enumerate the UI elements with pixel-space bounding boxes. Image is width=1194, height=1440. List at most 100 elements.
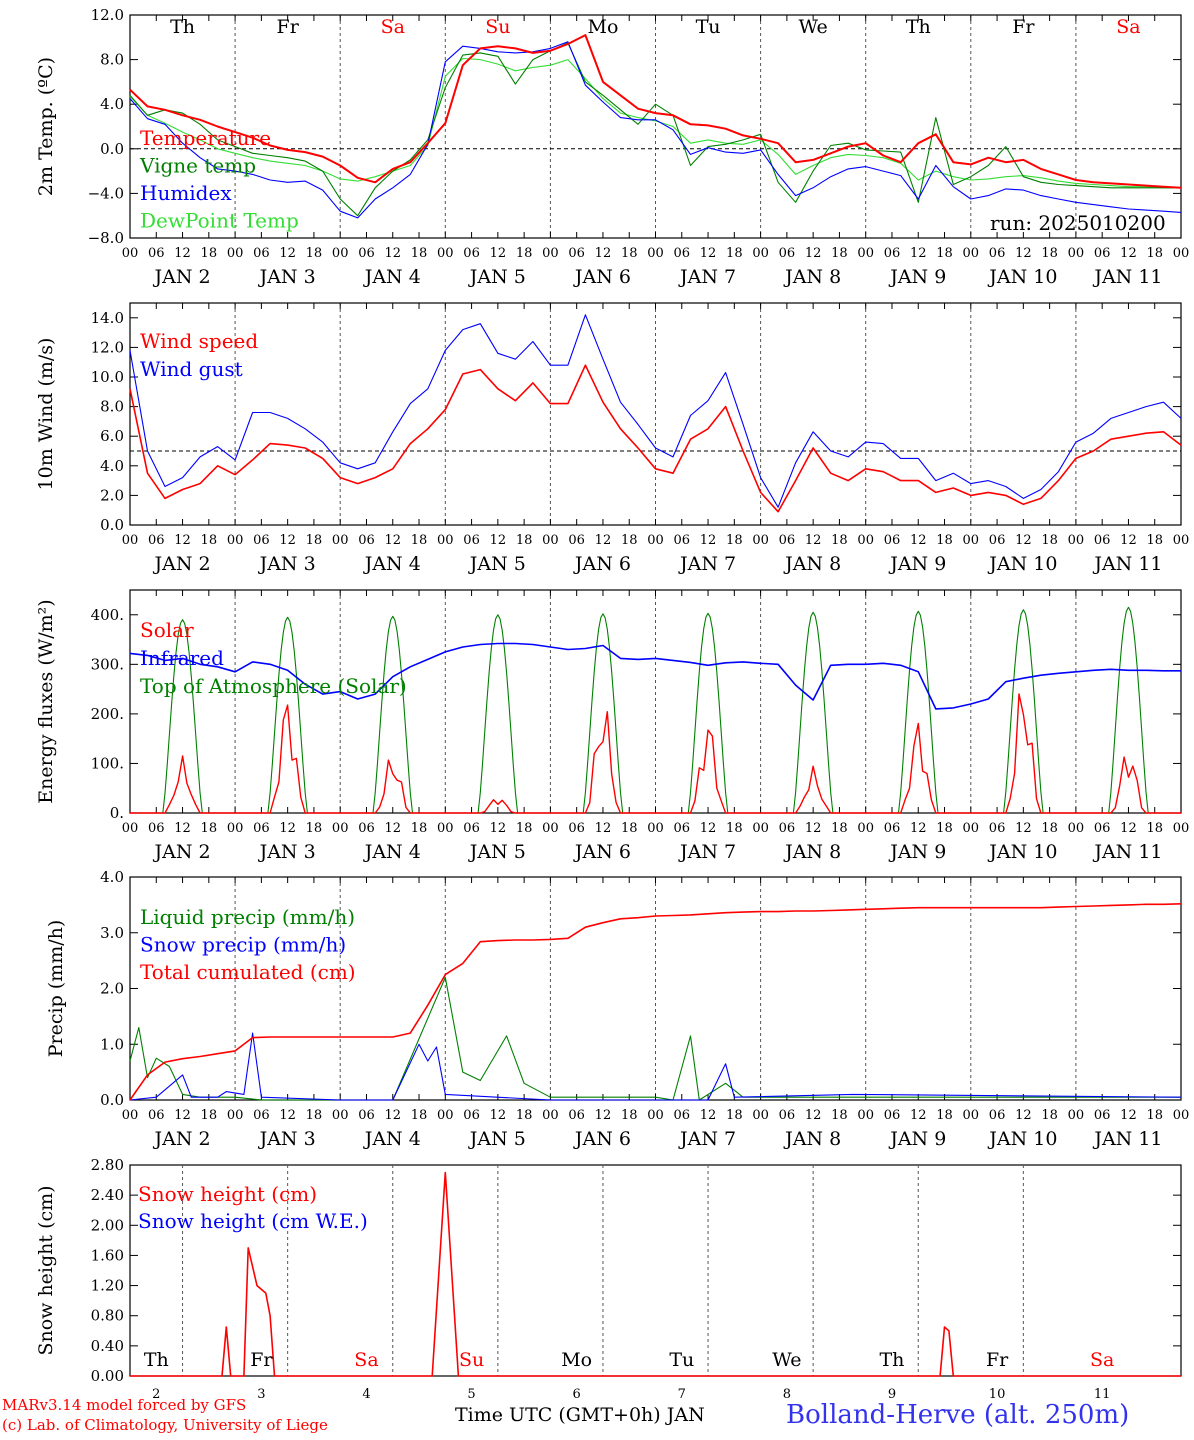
x-date-label: JAN 5 [468,266,526,288]
x-hour-label: 00 [647,246,664,261]
x-hour-label: 18 [621,533,638,548]
x-hour-label: 12 [910,1108,927,1123]
x-date-label: JAN 11 [1092,1128,1162,1150]
series-line [865,610,971,814]
x-hour-label: 06 [1094,246,1111,261]
y-axis-label: Energy fluxes (W/m²) [35,599,57,803]
x-hour-label: 18 [306,246,323,261]
x-hour-label: 06 [1094,821,1111,836]
x-hour-label: 18 [621,821,638,836]
x-hour-label: 18 [201,821,218,836]
x-date-label: JAN 3 [258,1128,316,1150]
x-hour-label: 06 [148,821,165,836]
weekday-label: Sa [354,1349,378,1371]
x-date-label: JAN 3 [258,553,316,575]
x-hour-label: 00 [857,821,874,836]
x-hour-label: 06 [779,533,796,548]
x-hour-label: 12 [805,533,822,548]
x-hour-label: 06 [674,821,691,836]
x-hour-label: 06 [253,1108,270,1123]
weekday-label: Sa [1116,16,1140,38]
x-hour-label: 00 [647,1108,664,1123]
weekday-label: Tu [696,16,721,38]
x-hour-label: 00 [122,246,139,261]
legend-entry: Temperature [140,126,271,150]
series-line [1075,606,1181,814]
series-line [129,314,1182,508]
weekday-label: Fr [1012,16,1035,38]
x-hour-label: 06 [463,246,480,261]
x-hour-label: 00 [227,533,244,548]
x-hour-label: 12 [1120,821,1137,836]
x-hour-label: 06 [253,821,270,836]
x-hour-label: 18 [726,821,743,836]
x-hour-label: 06 [989,1108,1006,1123]
x-hour-label: 06 [568,1108,585,1123]
legend-entry: Wind gust [140,357,243,381]
x-date-label: JAN 11 [1092,553,1162,575]
y-tick-label: 12.0 [91,6,124,24]
x-hour-label: 00 [332,533,349,548]
weekday-label: Th [144,1349,169,1371]
x-hour-label: 12 [174,246,191,261]
x-hour-label: 12 [595,246,612,261]
x-hour-label: 06 [989,533,1006,548]
x-hour-label: 12 [384,246,401,261]
y-tick-label: 3.0 [100,924,124,942]
x-date-label: JAN 7 [678,266,736,288]
x-hour-label: 06 [989,821,1006,836]
x-hour-label: 00 [963,533,980,548]
weekday-label: Th [170,16,195,38]
x-hour-label: 00 [647,821,664,836]
x-hour-label: 18 [306,1108,323,1123]
x-hour-label: 12 [490,1108,507,1123]
x-date-label: JAN 8 [783,1128,841,1150]
x-hour-label: 18 [411,1108,428,1123]
x-hour-label: 00 [542,246,559,261]
x-hour-label: 18 [726,1108,743,1123]
x-hour-label: 00 [1173,533,1190,548]
series-line [655,729,761,814]
x-date-label: JAN 3 [258,266,316,288]
x-hour-label: 00 [752,1108,769,1123]
y-tick-label: 0.0 [100,140,124,158]
y-tick-label: 0. [110,804,124,822]
x-day-label: 6 [573,1387,581,1402]
y-axis-label: 2m Temp. (ºC) [35,57,57,196]
series-line [340,615,446,814]
x-hour-label: 12 [910,821,927,836]
series-line [129,42,1181,217]
x-hour-label: 12 [1120,533,1137,548]
x-date-label: JAN 5 [468,841,526,863]
y-tick-label: 400. [91,606,124,624]
x-hour-label: 12 [1015,821,1032,836]
x-hour-label: 12 [700,246,717,261]
x-day-label: 9 [888,1387,896,1402]
legend-entry: Solar [140,618,194,642]
plot-frame [129,589,1182,814]
x-day-label: 11 [1094,1387,1111,1402]
x-hour-label: 06 [148,533,165,548]
x-hour-label: 06 [358,1108,375,1123]
x-date-label: JAN 6 [573,1128,631,1150]
series-line [130,1171,1181,1377]
x-hour-label: 12 [384,1108,401,1123]
x-hour-label: 00 [542,821,559,836]
series-line [129,57,1181,189]
weekday-label: Sa [381,16,405,38]
weekday-label: Fr [277,16,300,38]
legend-entry: Snow height (cm) [138,1182,317,1206]
x-hour-label: 06 [884,246,901,261]
y-tick-label: −8.0 [88,229,124,247]
x-hour-label: 18 [516,246,533,261]
x-hour-label: 00 [437,246,454,261]
legend-entry: Snow precip (mm/h) [140,933,346,957]
series-line [760,611,866,814]
x-hour-label: 06 [358,533,375,548]
x-hour-label: 06 [779,821,796,836]
x-hour-label: 18 [936,533,953,548]
panel-2 [129,302,1182,526]
y-tick-label: 2.40 [91,1186,124,1204]
x-hour-label: 18 [1146,1108,1163,1123]
x-hour-label: 06 [148,1108,165,1123]
